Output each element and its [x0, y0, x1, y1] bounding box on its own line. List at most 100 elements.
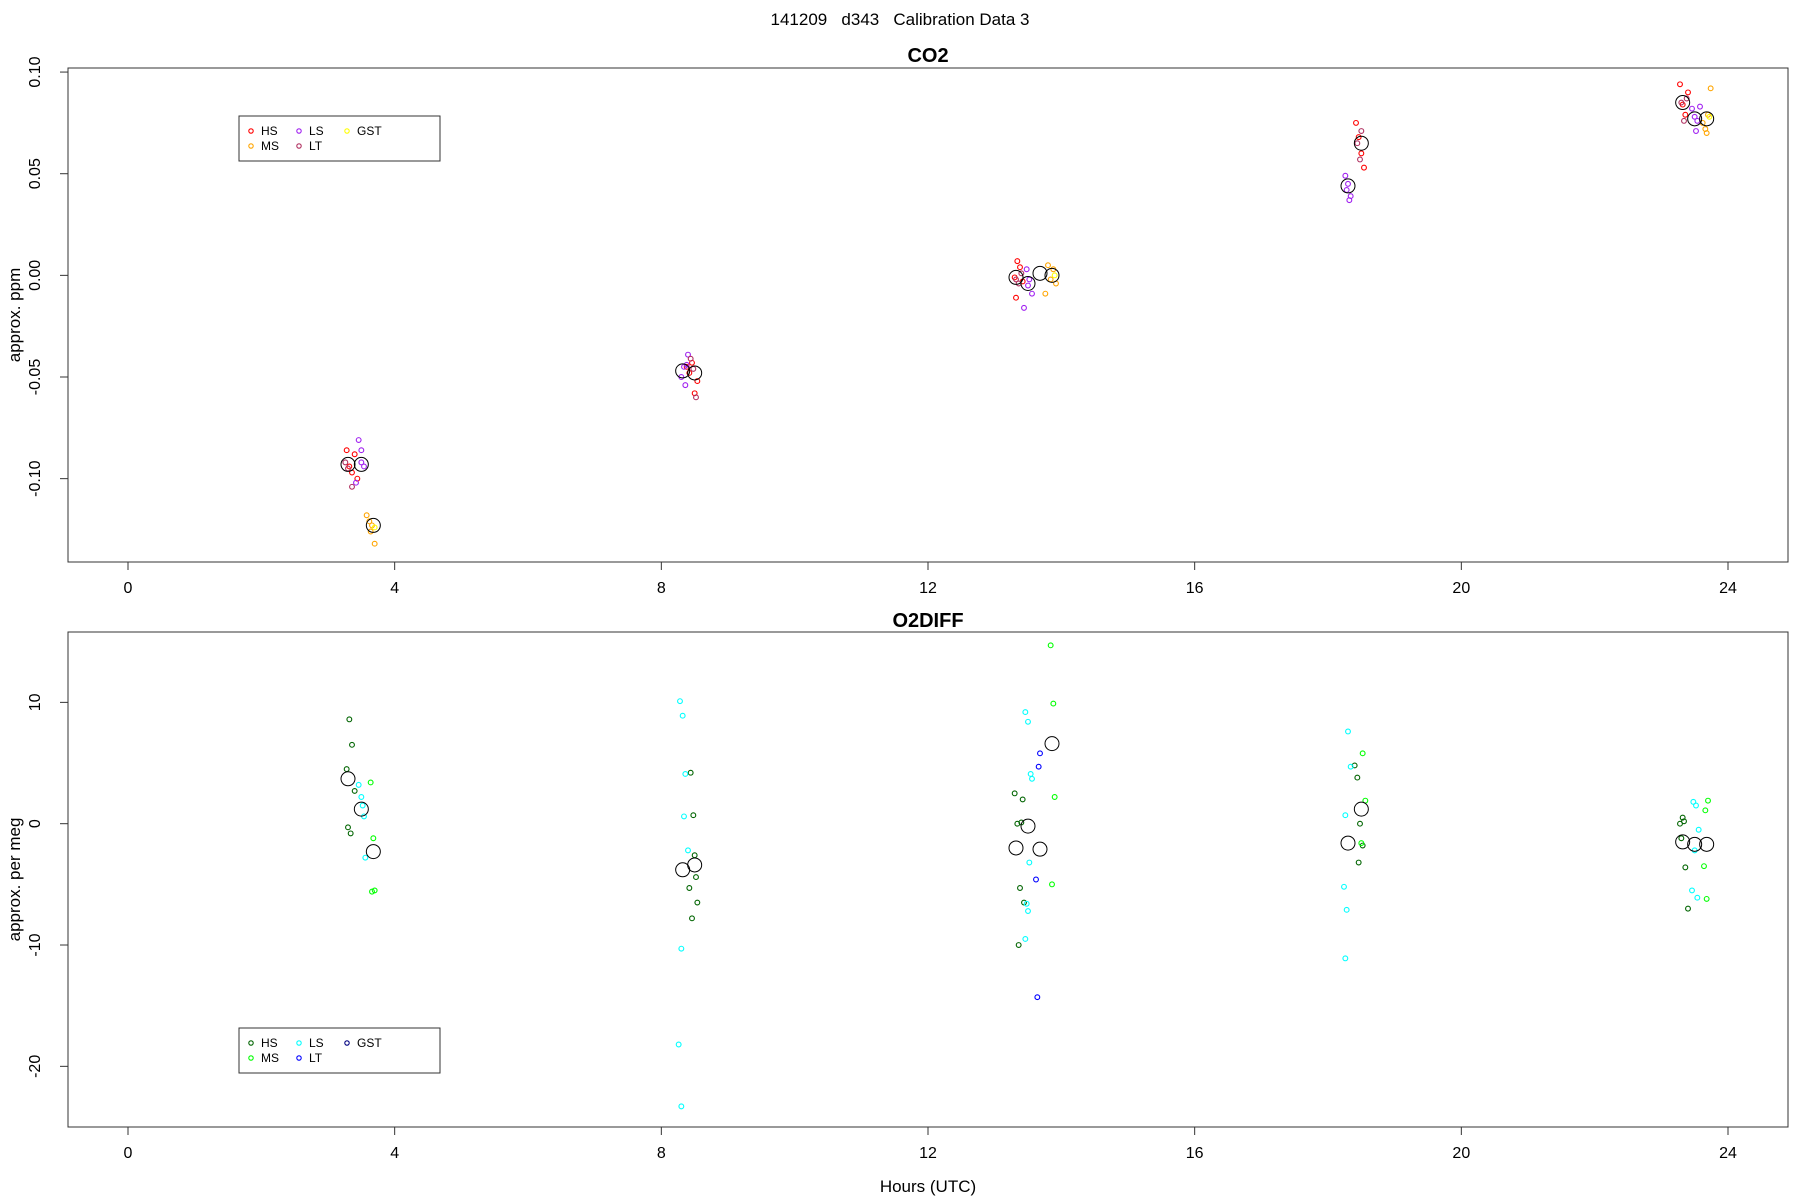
- panel1-data-point: [1018, 270, 1025, 277]
- panel1-data-point: [1689, 105, 1695, 112]
- panel2-data-point: [349, 741, 355, 748]
- panel2-data-point: [1026, 859, 1033, 866]
- panel2-data-point: [1685, 905, 1691, 912]
- panel1-data-point: [1694, 117, 1701, 124]
- panel1-data-point: [361, 463, 367, 470]
- panel2-y-tick-label: 10: [27, 693, 44, 711]
- panel2-data-point: [1691, 847, 1698, 854]
- panel2-legend-label: HS: [261, 1036, 278, 1050]
- panel2-legend-label: GST: [357, 1036, 382, 1050]
- panel1-data-point: [351, 451, 358, 458]
- panel2-x-tick-label: 20: [1452, 1145, 1470, 1162]
- panel2-mean-point: [340, 771, 356, 787]
- panel2-legend-label: LT: [309, 1051, 323, 1065]
- panel1-data-point: [1013, 294, 1019, 301]
- panel2-x-tick-label: 8: [657, 1145, 666, 1162]
- panel1-legend-label: LS: [309, 124, 324, 138]
- panel2-x-tick-label: 4: [390, 1145, 399, 1162]
- panel1-data-point: [693, 394, 699, 401]
- panel2-data-point: [1033, 876, 1039, 883]
- panel1-data-point: [1029, 290, 1035, 297]
- panel1-mean-point: [1675, 95, 1691, 111]
- panel1-legend-marker: [296, 128, 302, 134]
- panel2-data-point: [1027, 770, 1034, 777]
- panel2-mean-point: [1353, 801, 1369, 817]
- panel1-data-point: [1021, 304, 1027, 311]
- panel1-x-tick-label: 12: [919, 580, 937, 597]
- panel2-data-point: [677, 698, 683, 705]
- panel2-data-point: [1701, 863, 1707, 870]
- panel1-data-point: [1051, 272, 1058, 279]
- panel1-mean-point: [340, 456, 356, 472]
- panel2-data-point: [1705, 797, 1711, 804]
- panel2-legend-box: [238, 1027, 441, 1074]
- panel2-data-point: [679, 712, 686, 719]
- panel2-x-tick-label: 16: [1186, 1145, 1204, 1162]
- panel1-x-tick-label: 24: [1719, 580, 1737, 597]
- panel2-mean-point: [1020, 818, 1036, 834]
- panel1-data-point: [690, 365, 697, 372]
- panel1-data-point: [1693, 128, 1699, 134]
- panel2-data-point: [1050, 700, 1057, 707]
- panel1-data-point: [685, 351, 691, 358]
- panel1-data-point: [349, 483, 355, 490]
- panel1-mean-point: [675, 363, 691, 379]
- panel2-data-point: [355, 781, 362, 788]
- panel2-data-point: [358, 794, 365, 800]
- panel1-data-point: [1345, 180, 1351, 187]
- panel1-mean-point: [1008, 269, 1024, 285]
- panel2-legend-marker: [296, 1055, 302, 1061]
- panel1-legend-label: GST: [357, 124, 382, 138]
- panel2-y-tick-label: -20: [27, 1055, 44, 1078]
- panel2-data-point: [685, 847, 691, 854]
- panel2-data-point: [1695, 826, 1702, 833]
- panel2-data-point: [1049, 881, 1055, 888]
- panel1-y-tick-label: -0.10: [27, 460, 44, 497]
- panel1-data-point: [1355, 134, 1362, 141]
- panel1-data-point: [342, 459, 349, 466]
- panel1-data-point: [345, 465, 351, 472]
- panel2-data-point: [362, 854, 369, 861]
- panel2-data-point: [1681, 818, 1687, 825]
- panel2-data-point: [371, 887, 378, 894]
- panel1-data-point: [1026, 276, 1033, 283]
- panel1-data-point: [371, 540, 378, 547]
- panel2-data-point: [346, 716, 353, 723]
- panel1-mean-point: [1687, 111, 1703, 127]
- panel2-data-point: [1011, 790, 1018, 797]
- panel2-data-point: [1015, 942, 1022, 948]
- panel1-mean-point: [1032, 265, 1048, 281]
- panel2-data-point: [367, 779, 374, 786]
- panel1-data-point: [1025, 282, 1031, 289]
- panel1-mean-point: [1699, 111, 1715, 127]
- panel2-data-point: [343, 766, 350, 773]
- panel1-data-point: [358, 447, 365, 454]
- panel1-data-point: [371, 524, 378, 531]
- panel1-data-point: [355, 437, 362, 443]
- panel2-data-point: [681, 813, 687, 820]
- panel2-data-point: [1354, 774, 1361, 781]
- panel2-data-point: [1017, 885, 1023, 891]
- figure-title: 141209 d343 Calibration Data 3: [770, 10, 1030, 29]
- panel1-data-point: [683, 361, 690, 368]
- panel1-data-point: [1017, 264, 1023, 271]
- panel1-data-point: [1706, 113, 1713, 120]
- panel1-data-point: [687, 355, 694, 362]
- panel2-y-tick-label: 0: [27, 819, 44, 828]
- panel2-mean-point: [1675, 834, 1691, 850]
- panel1-data-point: [1707, 85, 1714, 92]
- panel2-data-point: [1342, 812, 1349, 819]
- panel1-data-point: [1358, 150, 1365, 157]
- panel1-data-point: [682, 382, 689, 389]
- panel2-data-point: [1025, 908, 1031, 914]
- panel1-title: CO2: [907, 45, 948, 67]
- panel1-data-point: [1353, 119, 1359, 126]
- panel1-y-tick-label: 0.05: [27, 158, 44, 189]
- panel1-data-point: [1045, 262, 1051, 269]
- panel2-mean-point: [1044, 736, 1060, 752]
- panel2-legend-marker: [344, 1040, 350, 1046]
- panel2-data-point: [686, 885, 693, 891]
- panel1-mean-point: [1044, 267, 1060, 283]
- panel2-data-point: [1694, 894, 1701, 901]
